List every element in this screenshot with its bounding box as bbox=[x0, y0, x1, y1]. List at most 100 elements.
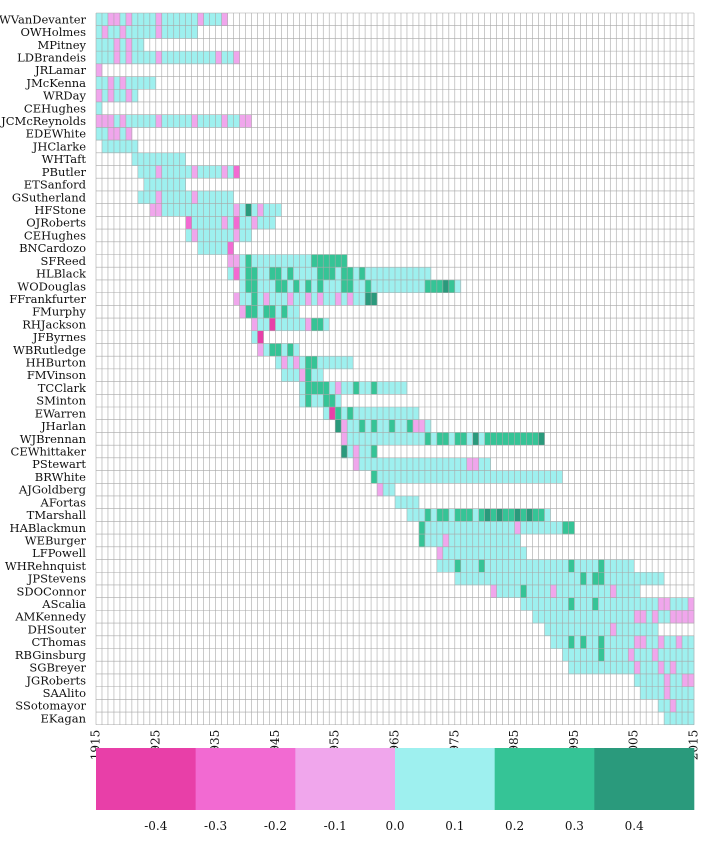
heatmap-cell bbox=[215, 114, 222, 128]
heatmap-cell bbox=[514, 572, 521, 586]
heatmap-cell bbox=[586, 648, 593, 662]
heatmap-cell bbox=[245, 267, 252, 281]
heatmap-cell bbox=[161, 190, 169, 204]
heatmap-cell bbox=[460, 534, 468, 548]
heatmap-cell bbox=[688, 648, 695, 662]
heatmap-cell bbox=[520, 559, 527, 573]
heatmap-cell bbox=[221, 190, 228, 204]
heatmap-cell bbox=[239, 114, 246, 128]
heatmap-cell bbox=[269, 254, 276, 268]
heatmap-cell bbox=[688, 635, 695, 649]
heatmap-cell bbox=[400, 267, 408, 281]
heatmap-cell bbox=[347, 419, 354, 433]
heatmap-cell bbox=[275, 356, 282, 370]
heatmap-cell bbox=[646, 635, 653, 649]
heatmap-cell bbox=[239, 216, 246, 230]
heatmap-cell bbox=[287, 267, 294, 281]
heatmap-cell bbox=[377, 432, 384, 446]
heatmap-cell bbox=[544, 610, 551, 624]
heatmap-cell bbox=[239, 279, 246, 293]
heatmap-cell bbox=[406, 279, 414, 293]
heatmap-cell bbox=[526, 572, 533, 586]
heatmap-cell bbox=[125, 51, 133, 65]
justice-label: MPitney bbox=[37, 38, 86, 52]
heatmap-cell bbox=[688, 610, 695, 624]
heatmap-cell bbox=[646, 686, 653, 700]
heatmap-cell bbox=[508, 572, 515, 586]
heatmap-cell bbox=[622, 661, 629, 675]
heatmap-cell bbox=[383, 381, 390, 395]
heatmap-cell bbox=[610, 584, 617, 598]
heatmap-cell bbox=[359, 445, 366, 459]
heatmap-cell bbox=[131, 25, 139, 39]
heatmap-cell bbox=[556, 572, 563, 586]
heatmap-cell bbox=[544, 559, 551, 573]
heatmap-cell bbox=[568, 635, 575, 649]
heatmap-cell bbox=[191, 229, 198, 243]
heatmap-cell bbox=[209, 13, 216, 27]
heatmap-cell bbox=[311, 381, 318, 395]
heatmap-cell bbox=[227, 114, 234, 128]
heatmap-cell bbox=[430, 279, 438, 293]
heatmap-cell bbox=[317, 318, 324, 332]
heatmap-cell bbox=[227, 51, 234, 65]
heatmap-cell bbox=[586, 597, 593, 611]
heatmap-cell bbox=[197, 203, 204, 217]
heatmap-cell bbox=[616, 648, 623, 662]
heatmap-cell bbox=[556, 584, 563, 598]
heatmap-cell bbox=[179, 25, 186, 39]
heatmap-cell bbox=[676, 686, 683, 700]
heatmap-cell bbox=[622, 584, 629, 598]
heatmap-cell bbox=[592, 661, 599, 675]
heatmap-cell bbox=[418, 419, 426, 433]
heatmap-cell bbox=[317, 381, 324, 395]
heatmap-cell bbox=[562, 623, 569, 637]
heatmap-cell bbox=[406, 457, 414, 471]
heatmap-cell bbox=[287, 279, 294, 293]
heatmap-cell bbox=[598, 584, 605, 598]
heatmap-cell bbox=[454, 279, 462, 293]
heatmap-cell bbox=[688, 673, 695, 687]
heatmap-cell bbox=[532, 584, 539, 598]
heatmap-cell bbox=[580, 635, 587, 649]
heatmap-cell bbox=[412, 407, 420, 421]
heatmap-cell bbox=[676, 610, 683, 624]
heatmap-cell bbox=[125, 89, 133, 103]
heatmap-cell bbox=[203, 203, 210, 217]
heatmap-cell bbox=[335, 419, 342, 433]
heatmap-cell bbox=[293, 356, 300, 370]
heatmap-cell bbox=[442, 546, 450, 560]
heatmap-cell bbox=[149, 51, 157, 65]
heatmap-cell bbox=[191, 216, 198, 230]
heatmap-cell bbox=[634, 648, 641, 662]
heatmap-cell bbox=[131, 140, 139, 154]
heatmap-cell bbox=[203, 51, 210, 65]
heatmap-cell bbox=[383, 419, 390, 433]
heatmap-cell bbox=[125, 140, 133, 154]
heatmap-cell bbox=[604, 648, 611, 662]
heatmap-cell bbox=[478, 572, 485, 586]
heatmap-cell bbox=[203, 229, 210, 243]
heatmap-cell bbox=[137, 165, 145, 179]
heatmap-cell bbox=[209, 216, 216, 230]
heatmap-cell bbox=[652, 597, 659, 611]
heatmap-cell bbox=[592, 648, 599, 662]
heatmap-cell bbox=[424, 267, 432, 281]
heatmap-cell bbox=[454, 534, 462, 548]
heatmap-cell bbox=[275, 305, 282, 319]
heatmap-cell bbox=[514, 559, 521, 573]
heatmap-cell bbox=[436, 470, 444, 484]
heatmap-cell bbox=[568, 648, 575, 662]
heatmap-cell bbox=[658, 686, 665, 700]
heatmap-cell bbox=[532, 521, 539, 535]
heatmap-cell bbox=[353, 292, 360, 306]
heatmap-cell bbox=[149, 76, 157, 90]
heatmap-cell bbox=[149, 114, 157, 128]
heatmap-cell bbox=[281, 305, 288, 319]
heatmap-cell bbox=[652, 686, 659, 700]
heatmap-cell bbox=[227, 216, 234, 230]
heatmap-cell bbox=[616, 584, 623, 598]
heatmap-cell bbox=[335, 407, 342, 421]
heatmap-cell bbox=[191, 13, 198, 27]
heatmap-cell bbox=[167, 51, 175, 65]
